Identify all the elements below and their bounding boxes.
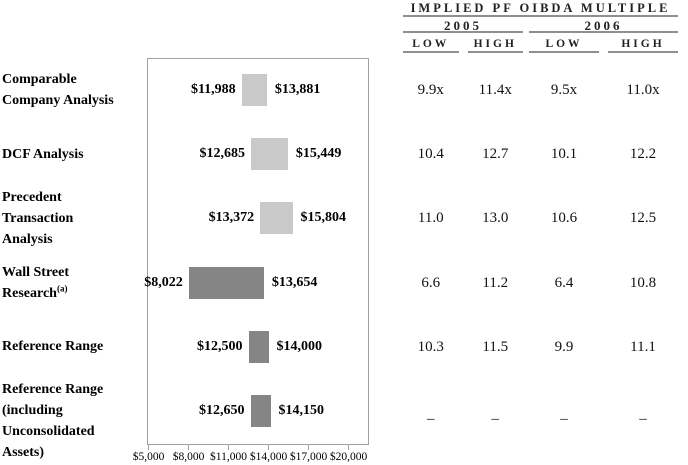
- bar-low-label: $13,372: [208, 210, 255, 226]
- column-header: HIGH: [621, 38, 665, 50]
- multiple-value-cell: –: [560, 410, 568, 427]
- bar-low-label: $12,500: [197, 338, 243, 354]
- axis-tick-label: $8,000: [172, 451, 205, 463]
- year-header: 2006: [584, 18, 623, 33]
- multiple-value-cell: 6.6: [421, 274, 441, 291]
- category-label-line: Assets): [2, 444, 44, 460]
- category-label-line: Comparable: [2, 72, 77, 88]
- axis-tick: [187, 444, 190, 450]
- category-label-line: Reference Range: [2, 339, 104, 355]
- multiple-value-cell: –: [639, 410, 647, 427]
- multiple-value-cell: 11.4x: [478, 82, 512, 99]
- multiple-value-cell: 10.8: [629, 274, 657, 291]
- axis-tick: [227, 444, 230, 450]
- bar-high-label: $15,449: [295, 146, 342, 162]
- table-title-underline: [403, 15, 678, 17]
- bar-high-label: $14,000: [276, 338, 323, 354]
- range-bar: [241, 74, 267, 107]
- multiple-value-cell: 12.5: [629, 210, 657, 227]
- axis-tick: [347, 444, 350, 450]
- footnote-marker: (a): [56, 282, 68, 293]
- axis-tick-label: $17,000: [289, 451, 328, 463]
- multiple-value-cell: –: [491, 410, 500, 427]
- column-header: HIGH: [473, 38, 517, 50]
- bar-high-label: $14,150: [278, 402, 325, 418]
- bar-high-label: $15,804: [300, 210, 347, 226]
- multiple-value-cell: 12.7: [482, 146, 509, 163]
- bar-high-label: $13,881: [274, 82, 321, 98]
- multiple-value-cell: 11.2: [482, 274, 509, 291]
- axis-tick: [267, 444, 270, 450]
- axis-tick-label: $20,000: [329, 451, 368, 463]
- category-label: Wall Street Research(a): [2, 262, 144, 304]
- bar-high-label: $13,654: [271, 274, 318, 290]
- bar-low-label: $12,650: [199, 402, 245, 418]
- axis-tick: [147, 444, 150, 450]
- category-label: Precedent Transaction Analysis: [2, 187, 144, 250]
- axis-tick: [307, 444, 310, 450]
- bar-low-label: $11,988: [190, 82, 236, 98]
- range-bar: [248, 330, 269, 363]
- range-bar: [188, 266, 264, 299]
- category-label-line: DCF Analysis: [2, 146, 84, 162]
- year-underline: [403, 31, 523, 33]
- bar-low-label: $8,022: [144, 274, 183, 290]
- multiple-value-cell: –: [427, 410, 435, 427]
- axis-tick-label: $11,000: [210, 451, 247, 463]
- multiple-value-cell: 11.0x: [626, 82, 660, 99]
- multiple-value-cell: 11.1: [630, 338, 656, 355]
- category-label-line: (including: [2, 402, 63, 418]
- multiple-value-cell: 11.0: [417, 210, 444, 227]
- range-bar: [250, 394, 271, 427]
- category-label-line: Analysis: [2, 231, 53, 247]
- multiple-value-cell: 9.9x: [417, 82, 444, 99]
- bar-low-label: $12,685: [199, 146, 245, 162]
- axis-tick-label: $5,000: [132, 451, 165, 463]
- category-label: DCF Analysis: [2, 144, 144, 165]
- multiple-value-cell: 6.4: [554, 274, 574, 291]
- year-underline: [529, 31, 678, 33]
- column-header: LOW: [545, 38, 583, 50]
- category-label-line: Reference Range: [2, 381, 104, 397]
- category-label-line: Transaction: [2, 210, 74, 226]
- multiple-value-cell: 10.4: [417, 146, 444, 163]
- plot-area: [147, 58, 369, 445]
- category-label-line: Precedent: [2, 189, 62, 205]
- multiple-value-cell: 10.3: [417, 338, 444, 355]
- category-label-line: Wall Street: [2, 264, 70, 280]
- multiple-value-cell: 9.9: [554, 338, 574, 355]
- multiple-value-cell: 11.5: [482, 338, 509, 355]
- range-bar: [260, 202, 293, 235]
- category-label-line: Research(a): [2, 282, 68, 301]
- multiple-value-cell: 10.6: [550, 210, 578, 227]
- multiple-value-cell: 12.2: [629, 146, 657, 163]
- table-title: IMPLIED PF OIBDA MULTIPLE: [410, 1, 671, 15]
- column-underline: [403, 51, 459, 53]
- multiple-value-cell: 13.0: [482, 210, 509, 227]
- column-underline: [467, 51, 523, 53]
- multiple-value-cell: 9.5x: [550, 82, 578, 99]
- category-label: Reference Range (including Unconsolidated A…: [2, 379, 144, 463]
- column-underline: [608, 51, 678, 53]
- year-header: 2005: [444, 18, 482, 33]
- category-label-line: Unconsolidated: [2, 423, 95, 439]
- category-label: Reference Range: [2, 336, 144, 357]
- category-label-line: Company Analysis: [2, 93, 114, 109]
- category-label: Comparable Company Analysis: [2, 69, 144, 111]
- axis-tick-label: $14,000: [249, 451, 288, 463]
- column-header: LOW: [412, 38, 450, 50]
- range-bar: [250, 138, 288, 171]
- column-underline: [529, 51, 599, 53]
- multiple-value-cell: 10.1: [550, 146, 578, 163]
